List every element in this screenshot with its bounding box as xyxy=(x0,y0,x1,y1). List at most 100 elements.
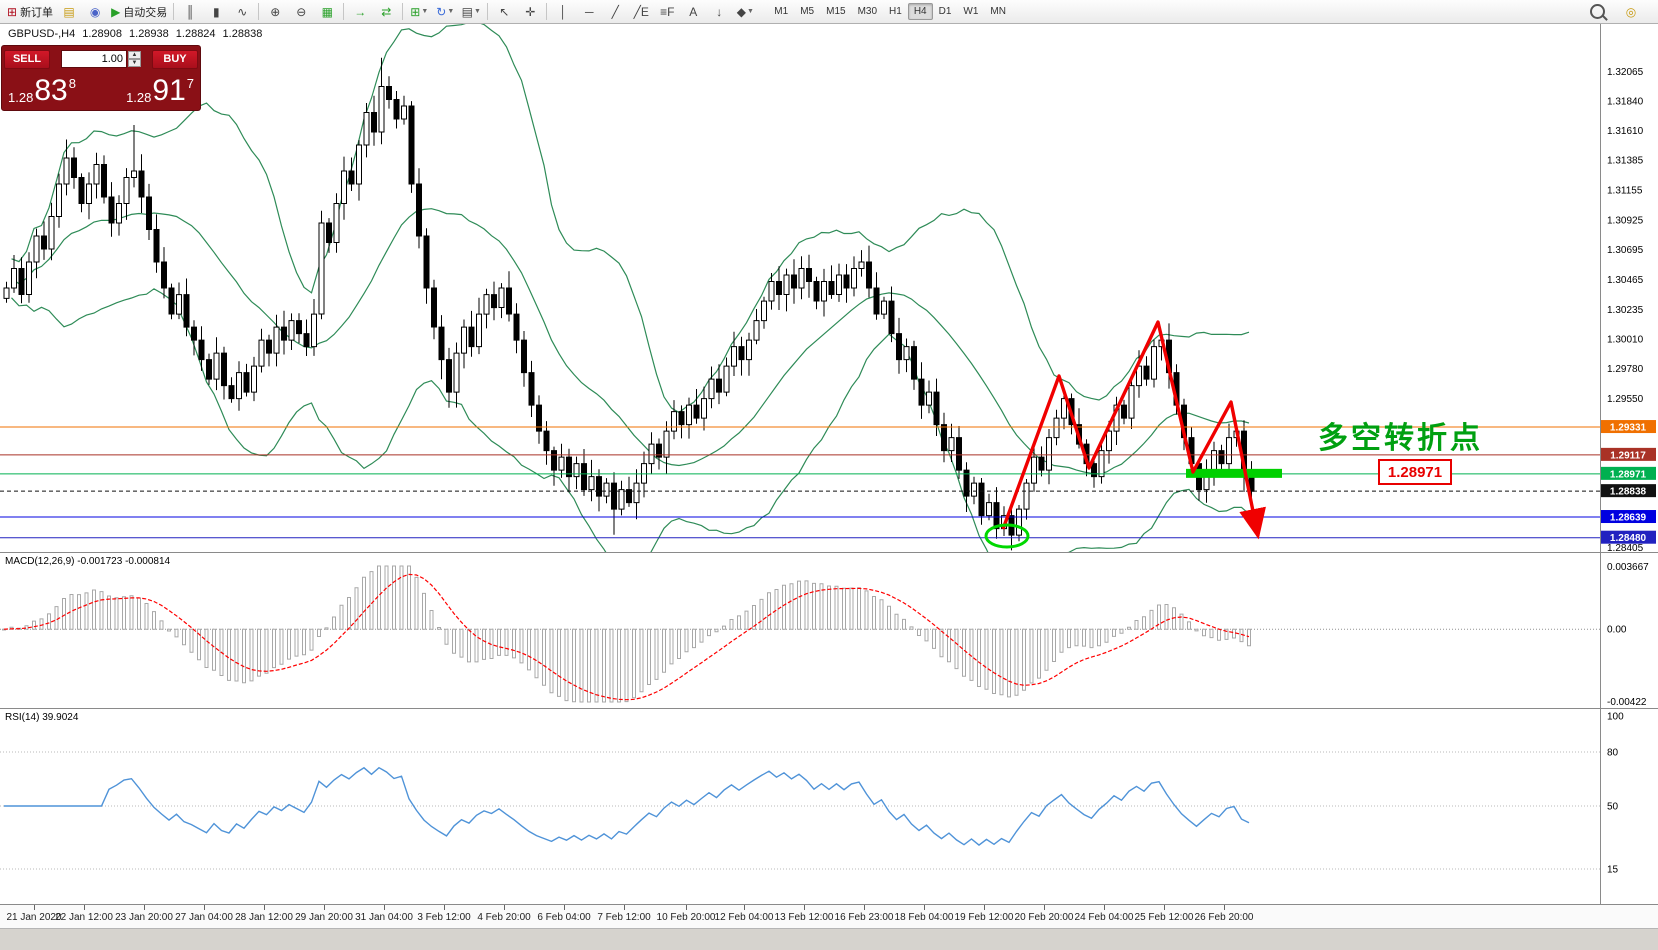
price-tick: 1.31610 xyxy=(1607,126,1644,137)
price-badge xyxy=(1601,447,1656,461)
timeframe-button-h4[interactable]: H4 xyxy=(907,3,933,20)
time-label: 28 Jan 12:00 xyxy=(235,912,293,923)
candlestick-chart-icon[interactable]: ▮ xyxy=(212,4,220,19)
time-label: 23 Jan 20:00 xyxy=(115,912,173,923)
timeframe-button-m1[interactable]: M1 xyxy=(774,6,789,17)
buy-price[interactable]: 1.28 91 7 xyxy=(126,74,194,107)
time-label: 19 Feb 12:00 xyxy=(954,912,1014,923)
community-button[interactable]: ◎ xyxy=(1618,1,1644,23)
templates-icon[interactable]: ▤ ▼ xyxy=(461,4,481,19)
sell-button[interactable]: SELL xyxy=(4,49,50,69)
volume-input[interactable] xyxy=(61,50,127,68)
toolbar: ⊞ 新订单 ▤ ◉ ▶ 自动交易 ║ ▮ ∿ ⊕ ⊖ ▦ → ⇄ ⊞ ▼ ↻ ▼ ▤ ▼ ↖ ✛ │ ─ ╱ ╱E ≡F A ↓ ◆ ▼ M… xyxy=(0,0,1658,24)
autotrading-button[interactable]: ▶ 自动交易 xyxy=(111,4,168,19)
macd-histogram xyxy=(2,565,1251,703)
alert-icon[interactable]: ◉ xyxy=(89,4,101,19)
price-badge xyxy=(1601,420,1656,434)
trendline-icon[interactable]: ╱ xyxy=(611,4,619,19)
volume-decrease-button[interactable]: ▼ xyxy=(128,59,141,67)
timeframe-button-h1[interactable]: H1 xyxy=(889,6,902,17)
trend-arrow-annotation[interactable] xyxy=(1001,320,1266,540)
tile-windows-icon[interactable]: ▦ xyxy=(321,4,333,19)
toolbar-separator xyxy=(173,3,175,20)
text-icon[interactable]: A xyxy=(689,4,698,19)
rsi-axis-tick: 100 xyxy=(1607,712,1624,723)
time-axis[interactable]: 21 Jan 2020 22 Jan 12:00 23 Jan 20:00 27 Ja… xyxy=(0,904,1658,928)
new-order-button[interactable]: ⊞ 新订单 xyxy=(7,4,54,19)
channel-icon[interactable]: ╱E xyxy=(633,4,649,19)
chart-annotations[interactable]: 多空转折点 1.28971 xyxy=(984,320,1483,549)
timeframe-button-mn[interactable]: MN xyxy=(990,6,1006,17)
reversal-circle-annotation[interactable] xyxy=(984,523,1030,549)
crosshair-icon[interactable]: ✛ xyxy=(525,4,536,19)
auto-scroll-icon[interactable]: → xyxy=(354,4,367,19)
line-chart-icon[interactable]: ∿ xyxy=(237,4,248,19)
new-chart-icon[interactable]: ⊞ ▼ xyxy=(410,4,429,19)
support-highlight-bar[interactable] xyxy=(1186,468,1282,478)
arrow-tool-icon[interactable]: ↓ xyxy=(716,4,723,19)
main-price-chart[interactable]: 1.29331 1.29117 1.28971 1.28838 1.28639 1.284… xyxy=(0,24,1658,552)
time-tick xyxy=(984,905,985,910)
horizontal-levels[interactable]: 1.29331 1.29117 1.28971 1.28838 1.28639 1.284… xyxy=(0,420,1656,544)
price-tag-box[interactable] xyxy=(1378,459,1452,485)
timeframe-button-d1[interactable]: D1 xyxy=(938,6,952,17)
time-label: 18 Feb 04:00 xyxy=(894,912,954,923)
time-label: 4 Feb 20:00 xyxy=(477,912,531,923)
price-tag-label[interactable]: 1.28971 xyxy=(1388,464,1442,481)
ohlc-low: 1.28824 xyxy=(175,28,216,40)
sell-price[interactable]: 1.28 83 8 xyxy=(8,74,76,107)
price-badge xyxy=(1601,466,1656,480)
price-tick: 1.31385 xyxy=(1607,155,1644,166)
timeframe-button-m5[interactable]: M5 xyxy=(800,6,815,17)
price-tick: 1.29550 xyxy=(1607,394,1644,405)
timeframe-button-w1[interactable]: W1 xyxy=(963,6,979,17)
turning-point-label[interactable]: 多空转折点 xyxy=(1318,422,1483,455)
toolbar-separator xyxy=(546,3,548,20)
price-badge-label: 1.28480 xyxy=(1610,533,1647,544)
zoom-out-icon[interactable]: ⊖ xyxy=(296,4,307,19)
macd-axis-zero: 0.00 xyxy=(1607,625,1627,636)
macd-axis-min: -0.00422 xyxy=(1607,697,1647,708)
macd-panel[interactable]: MACD(12,26,9) -0.001723 -0.000814 0.00366… xyxy=(0,552,1658,708)
price-tick: 1.31155 xyxy=(1607,185,1643,196)
bollinger-middle xyxy=(11,208,1250,475)
fibonacci-icon[interactable]: ≡F xyxy=(660,4,675,19)
chart-window-icon[interactable]: ▤ xyxy=(63,4,75,19)
time-label: 13 Feb 12:00 xyxy=(774,912,834,923)
cursor-icon[interactable]: ↖ xyxy=(499,4,510,19)
chart-shift-icon[interactable]: ⇄ xyxy=(381,4,392,19)
horizontal-line-icon[interactable]: ─ xyxy=(585,4,594,19)
rsi-line xyxy=(4,766,1250,846)
time-tick xyxy=(686,905,687,910)
zoom-in-icon[interactable]: ⊕ xyxy=(270,4,281,19)
price-tick: 1.28405 xyxy=(1607,543,1644,552)
symbol-info: GBPUSD-,H4 1.28908 1.28938 1.28824 1.288… xyxy=(8,28,262,40)
profiles-icon[interactable]: ↻ ▼ xyxy=(436,4,455,19)
macd-axis-max: 0.003667 xyxy=(1607,562,1649,573)
timeframe-button-m15[interactable]: M15 xyxy=(826,6,846,17)
rsi-panel[interactable]: 100 80 50 15 RSI(14) 39.9024 xyxy=(0,708,1658,904)
symbol-label: GBPUSD-,H4 xyxy=(8,28,76,40)
price-tick: 1.29780 xyxy=(1607,364,1644,375)
rsi-axis-tick: 15 xyxy=(1607,865,1619,876)
shapes-icon[interactable]: ◆ ▼ xyxy=(736,4,754,19)
price-tick: 1.30925 xyxy=(1607,215,1644,226)
candles xyxy=(3,57,1255,551)
rsi-axis-tick: 80 xyxy=(1607,748,1619,759)
timeframe-button-m30[interactable]: M30 xyxy=(857,6,878,17)
vertical-line-icon[interactable]: │ xyxy=(559,4,568,19)
time-label: 24 Feb 04:00 xyxy=(1074,912,1134,923)
buy-button[interactable]: BUY xyxy=(152,49,198,69)
volume-increase-button[interactable]: ▲ xyxy=(128,51,141,59)
time-tick xyxy=(204,905,205,910)
bar-chart-icon[interactable]: ║ xyxy=(186,4,195,19)
bollinger-upper xyxy=(11,24,1250,414)
time-label: 16 Feb 23:00 xyxy=(834,912,894,923)
time-label: 12 Feb 04:00 xyxy=(714,912,774,923)
price-badge xyxy=(1601,484,1656,498)
time-label: 10 Feb 20:00 xyxy=(656,912,716,923)
time-tick xyxy=(84,905,85,910)
time-label: 3 Feb 12:00 xyxy=(417,912,471,923)
search-button[interactable] xyxy=(1584,1,1610,23)
